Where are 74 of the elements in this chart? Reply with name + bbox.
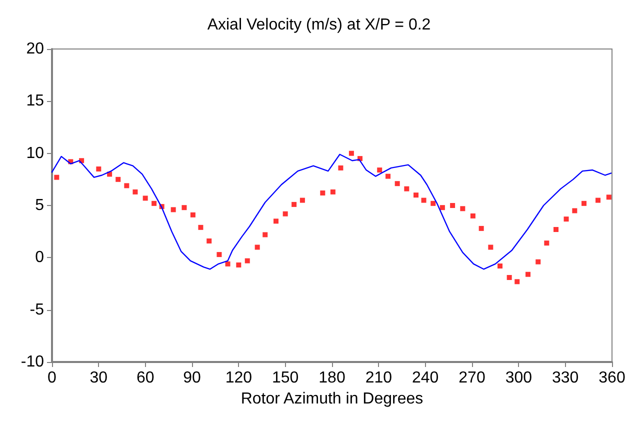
- point: [170, 207, 176, 212]
- point: [152, 200, 157, 206]
- point: [377, 168, 382, 173]
- x-tick-label: 300: [505, 370, 532, 386]
- point: [430, 200, 436, 206]
- y-tick-label: 10: [26, 144, 44, 162]
- point: [320, 190, 326, 196]
- point: [330, 189, 336, 194]
- point: [216, 252, 222, 258]
- x-tick-label: 210: [365, 370, 392, 386]
- point: [498, 264, 502, 269]
- x-tick-label: 120: [225, 370, 252, 386]
- point: [182, 205, 187, 210]
- line-series: [51, 154, 612, 270]
- point: [564, 216, 569, 222]
- point: [386, 174, 390, 179]
- point: [198, 224, 204, 230]
- y-tick-label: 0: [35, 249, 44, 266]
- point: [470, 213, 476, 218]
- point: [582, 200, 586, 206]
- y-tick-label: -10: [20, 354, 44, 370]
- point: [348, 150, 354, 156]
- point: [124, 183, 130, 188]
- x-axis-title: Rotor Azimuth in Degrees: [240, 390, 424, 408]
- point: [606, 194, 612, 200]
- point: [572, 208, 578, 214]
- x-tick-label: 60: [136, 370, 154, 386]
- point: [54, 174, 60, 180]
- x-tick-label: 240: [412, 370, 439, 386]
- y-tick-label: -5: [30, 301, 44, 318]
- point: [414, 192, 418, 198]
- point: [225, 261, 230, 266]
- point: [440, 205, 445, 210]
- point: [282, 211, 288, 216]
- point: [514, 279, 520, 284]
- point: [244, 258, 250, 264]
- point: [190, 212, 196, 218]
- point: [132, 189, 138, 194]
- point: [206, 238, 212, 244]
- point: [254, 244, 260, 250]
- point: [488, 244, 494, 250]
- point: [478, 226, 484, 231]
- x-tick-label: 30: [90, 370, 108, 386]
- point: [96, 166, 102, 172]
- point: [116, 176, 121, 182]
- point: [338, 165, 344, 170]
- x-tick-label: 330: [552, 370, 579, 386]
- x-tick-label: 0: [48, 370, 57, 386]
- point: [554, 226, 558, 232]
- chart-title: Axial Velocity (m/s) at X/P = 0.2: [207, 16, 431, 34]
- y-tick-label: 20: [26, 40, 44, 58]
- x-tick-label: 90: [183, 370, 201, 386]
- point: [450, 203, 456, 208]
- point: [394, 181, 400, 186]
- point: [262, 232, 268, 238]
- point: [506, 274, 512, 280]
- point: [274, 218, 278, 224]
- y-tick-label: 15: [26, 92, 44, 110]
- point: [421, 198, 426, 203]
- point: [404, 186, 410, 192]
- point: [142, 196, 148, 201]
- point: [544, 240, 550, 246]
- x-tick-label: 270: [458, 370, 486, 386]
- x-tick-label: 150: [272, 370, 299, 386]
- x-tick-label: 180: [318, 370, 346, 386]
- point: [292, 202, 297, 207]
- point: [300, 198, 305, 203]
- y-tick-label: 5: [35, 197, 44, 214]
- point: [536, 259, 541, 264]
- point: [526, 272, 530, 277]
- point: [460, 206, 466, 212]
- x-tick-label: 360: [598, 370, 626, 386]
- point: [236, 262, 242, 268]
- point: [596, 198, 600, 203]
